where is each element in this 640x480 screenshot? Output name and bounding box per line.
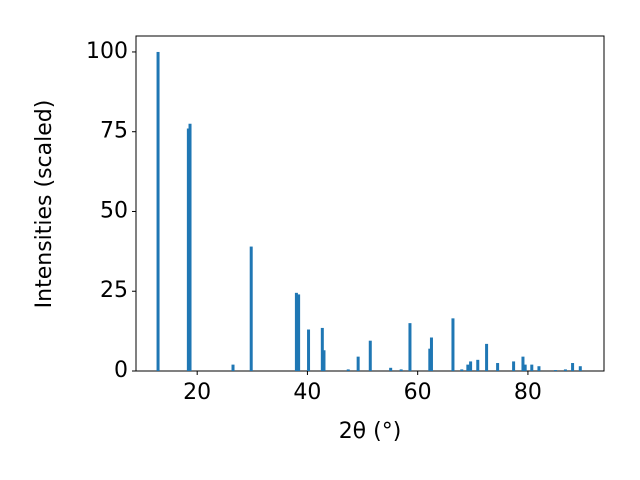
bar [188, 123, 192, 371]
bar [496, 363, 500, 371]
bar [451, 318, 455, 371]
y-axis-label: Intensities (scaled) [32, 100, 57, 309]
bar [563, 369, 567, 371]
bar [297, 294, 301, 371]
y-tick-label: 100 [86, 39, 128, 64]
x-tick-label: 20 [183, 380, 211, 405]
bar [368, 340, 372, 371]
bar [530, 364, 534, 371]
bar [521, 356, 525, 371]
bar [537, 366, 541, 371]
y-tick-label: 0 [114, 358, 128, 383]
bar [307, 329, 311, 371]
bar [469, 361, 473, 371]
plot-frame [135, 35, 605, 372]
x-tick-label: 40 [293, 380, 321, 405]
bar [186, 128, 190, 371]
bar [294, 292, 298, 371]
bar [322, 350, 326, 371]
y-tick-label: 50 [100, 198, 128, 223]
bar [356, 356, 360, 371]
bar [485, 343, 489, 371]
y-tick-label: 75 [100, 119, 128, 144]
bar [460, 369, 464, 371]
x-tick-label: 60 [404, 380, 432, 405]
bar [571, 363, 575, 371]
bar [408, 323, 412, 371]
bar [231, 364, 235, 371]
bar [156, 51, 160, 371]
bar [466, 364, 470, 371]
bar [523, 364, 527, 371]
x-tick-label: 80 [514, 380, 542, 405]
bar [429, 337, 433, 371]
y-tick-label: 25 [100, 278, 128, 303]
bar [249, 246, 253, 371]
bar [389, 367, 393, 371]
x-axis-label: 2θ (°) [339, 419, 402, 444]
bar [512, 361, 516, 371]
bar [428, 348, 432, 371]
bar [553, 370, 557, 371]
bar [399, 369, 403, 371]
bar [320, 327, 324, 371]
bar [578, 366, 582, 371]
bar [346, 369, 350, 371]
bar [476, 359, 480, 371]
